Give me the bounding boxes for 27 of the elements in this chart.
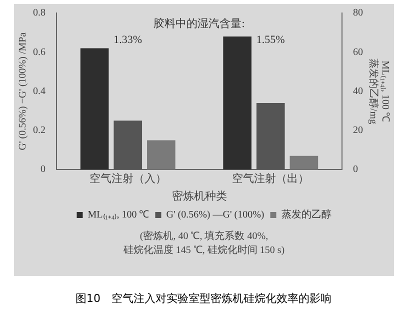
y-tick-label: 0.6 (33, 46, 46, 58)
y2-tick-label: 80 (353, 8, 363, 19)
y-tick-label: 0.8 (33, 8, 46, 19)
y2-tick-label: 20 (353, 125, 363, 136)
legend-label: ML₍₁₊₄₎, 100 ℃ (88, 210, 150, 221)
bar (223, 36, 252, 170)
y2-tick-label: 0 (353, 164, 358, 176)
y2-tick-label: 60 (353, 46, 363, 58)
y-axis-title: G' (0.56%) −G' (100%) /MPa (18, 32, 29, 150)
bar (290, 156, 318, 170)
text: 图10 空气注入对实验室型密炼机硅烷化效率的影响 (74, 291, 332, 306)
y-tick-label: 0.4 (33, 86, 46, 97)
x-axis-title: 密炼机种类 (172, 189, 227, 202)
x-tick-label: 空气注射（入） (89, 172, 166, 186)
y-tick-label: 0 (40, 164, 46, 176)
bar (80, 48, 109, 170)
x-tick-label: 空气注射（出） (232, 172, 310, 186)
y2-axis-title: ML₍₁₊₄₎, 100 ℃ 蒸发的乙醇/mg (367, 58, 390, 124)
bar (147, 140, 176, 170)
y-tick-label: 0.2 (33, 125, 46, 136)
annotation: 1.33% (114, 34, 142, 46)
annotation: 胶料中的湿汽含量: (154, 16, 245, 30)
legend-label: G' (0.56%) —G' (100%) (166, 210, 264, 221)
text: (密炼机, 40 ℃, 填充系数 40%, 硅烷化温度 145 ℃, 硅烷化时间 150 s) (122, 230, 286, 258)
y2-tick-label: 40 (353, 86, 363, 97)
legend-label: 蒸发的乙醇 (281, 208, 332, 221)
annotation: 1.55% (256, 34, 285, 46)
